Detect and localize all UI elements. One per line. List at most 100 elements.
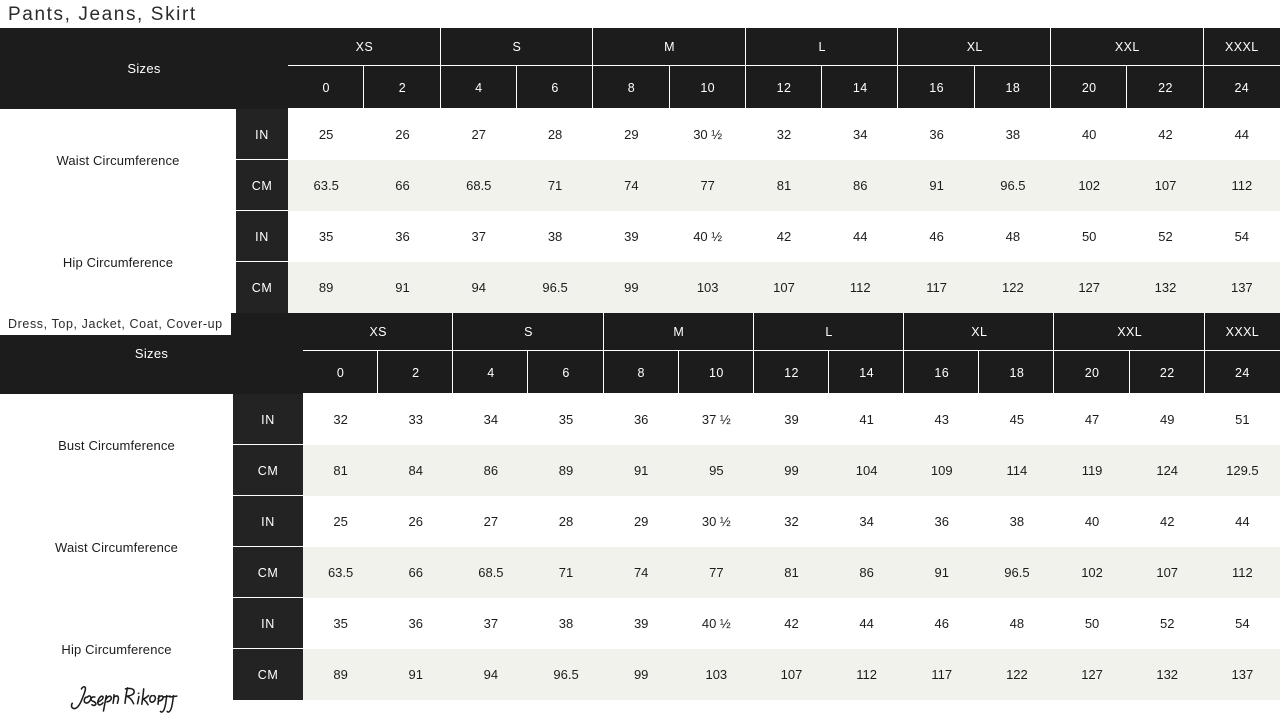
table-row: CM 63.5 66 68.5 71 74 77 81 86 91 96.5 102 107 112 [0, 547, 1280, 598]
measurement-value: 77 [669, 160, 746, 211]
measurement-value: 124 [1129, 445, 1205, 496]
measurement-value: 36 [603, 394, 679, 445]
measurement-value: 44 [822, 211, 899, 262]
measurement-value: 40 ½ [678, 598, 754, 649]
measurement-value: 46 [898, 211, 975, 262]
unit-cm: CM [236, 262, 289, 313]
measurement-value: 91 [898, 160, 975, 211]
size-group-row: Sizes XS S M L XL XXL XXXL [0, 28, 1280, 109]
measurement-value: 89 [288, 262, 365, 313]
measurement-value: 34 [453, 394, 529, 445]
table-row: CM 89 91 94 96.5 99 103 107 112 117 122 127 132 137 [0, 649, 1280, 700]
size-number-6: 6 [516, 66, 594, 109]
measurement-label-hip-circumference: Hip Circumference [0, 598, 234, 700]
measurement-value: 114 [979, 445, 1055, 496]
measurement-value: 103 [678, 649, 754, 700]
measurement-value: 74 [593, 160, 670, 211]
measurement-value: 35 [528, 394, 604, 445]
measurement-value: 32 [753, 496, 830, 547]
size-table-header: Sizes XS S M L XL XXL XXXL 0 2 4 6 8 10 12 14 16 18 20 22 24 [0, 28, 1280, 109]
measurement-value: 29 [593, 109, 670, 160]
measurement-value: 71 [528, 547, 604, 598]
table-row: CM 63.5 66 68.5 71 74 77 81 86 91 96.5 102 107 112 [0, 160, 1280, 211]
measurement-value: 47 [1054, 394, 1130, 445]
measurement-value: 26 [378, 496, 454, 547]
measurement-value: 30 ½ [678, 496, 754, 547]
measurement-value: 32 [745, 109, 823, 160]
size-group-l: L [753, 313, 905, 351]
measurement-value: 132 [1127, 262, 1204, 313]
measurement-value: 27 [440, 109, 517, 160]
measurement-label-waist-circumference: Waist Circumference [0, 496, 234, 598]
measurement-value: 99 [603, 649, 679, 700]
measurement-value: 40 [1051, 109, 1128, 160]
measurement-value: 112 [1204, 547, 1280, 598]
measurement-value: 25 [288, 109, 365, 160]
size-chart-2-title: Dress, Top, Jacket, Coat, Cover-up [0, 313, 231, 335]
sizes-label: Sizes [0, 28, 289, 109]
measurement-value: 25 [303, 496, 379, 547]
table-row: CM 81 84 86 89 91 95 99 104 109 114 119 124 129.5 [0, 445, 1280, 496]
measurement-value: 33 [378, 394, 454, 445]
measurement-value: 63.5 [303, 547, 379, 598]
size-number-20: 20 [1054, 351, 1130, 394]
measurement-value: 137 [1204, 649, 1280, 700]
measurement-value: 38 [974, 109, 1052, 160]
measurement-value: 38 [528, 598, 604, 649]
measurement-value: 37 [440, 211, 517, 262]
measurement-value: 36 [364, 211, 441, 262]
size-number-24: 24 [1204, 351, 1280, 394]
measurement-value: 68.5 [453, 547, 529, 598]
table-row: Bust Circumference IN 32 33 34 35 36 37 ½ 39 41 43… [0, 394, 1280, 496]
measurement-value: 42 [1129, 496, 1205, 547]
measurement-value: 52 [1127, 211, 1204, 262]
measurement-value: 68.5 [440, 160, 517, 211]
measurement-value: 36 [378, 598, 454, 649]
measurement-value: 34 [829, 496, 905, 547]
size-number-22: 22 [1127, 66, 1204, 109]
measurement-value: 94 [440, 262, 517, 313]
measurement-value: 107 [1127, 160, 1204, 211]
size-number-16: 16 [898, 66, 975, 109]
measurement-value: 89 [303, 649, 379, 700]
measurement-value: 127 [1051, 262, 1128, 313]
measurement-value: 91 [603, 445, 679, 496]
size-number-14: 14 [829, 351, 905, 394]
measurement-value: 81 [745, 160, 823, 211]
size-group-l: L [745, 28, 899, 66]
measurement-value: 50 [1051, 211, 1128, 262]
size-group-xxxl: XXXL [1203, 28, 1280, 66]
size-number-row: 0 2 4 6 8 10 12 14 16 18 20 22 24 [0, 66, 1280, 109]
measurement-value: 49 [1129, 394, 1205, 445]
measurement-value: 48 [974, 211, 1052, 262]
measurement-value: 44 [829, 598, 905, 649]
table-row: CM 89 91 94 96.5 99 103 107 112 117 122 127 132 137 [0, 262, 1280, 313]
size-number-12: 12 [745, 66, 823, 109]
measurement-value: 117 [898, 262, 975, 313]
measurement-value: 66 [378, 547, 454, 598]
size-number-0: 0 [303, 351, 379, 394]
table-row: Hip Circumference IN 35 36 37 38 39 40 ½ 42 44 46 4… [0, 211, 1280, 313]
measurement-value: 28 [528, 496, 604, 547]
measurement-value: 29 [603, 496, 679, 547]
measurement-label-waist-circumference: Waist Circumference [0, 109, 236, 211]
measurement-value: 122 [979, 649, 1055, 700]
measurement-value: 41 [829, 394, 905, 445]
size-table-1: Sizes XS S M L XL XXL XXXL 0 2 4 6 8 10 12 14 16 18 20 22 24… [0, 28, 1280, 313]
measurement-value: 112 [822, 262, 899, 313]
size-group-m: M [603, 313, 754, 351]
measurement-value: 30 ½ [669, 109, 746, 160]
measurement-value: 35 [288, 211, 365, 262]
size-number-6: 6 [528, 351, 604, 394]
size-number-16: 16 [904, 351, 980, 394]
measurement-value: 44 [1204, 496, 1280, 547]
measurement-value: 77 [678, 547, 754, 598]
table-row: Waist Circumference IN 25 26 27 28 29 30 ½ 32 34 3… [0, 496, 1280, 598]
unit-in: IN [233, 598, 304, 649]
size-number-22: 22 [1129, 351, 1205, 394]
measurement-value: 91 [364, 262, 441, 313]
measurement-value: 96.5 [516, 262, 594, 313]
measurement-value: 48 [979, 598, 1055, 649]
measurement-value: 39 [603, 598, 679, 649]
measurement-value: 42 [1127, 109, 1204, 160]
